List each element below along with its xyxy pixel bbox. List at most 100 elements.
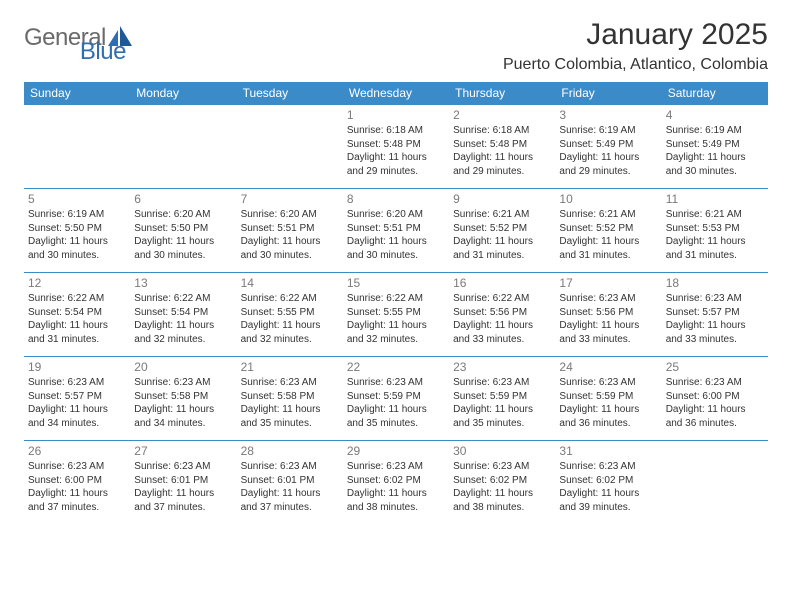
day-info: Sunrise: 6:23 AMSunset: 5:58 PMDaylight:…	[134, 376, 232, 430]
calendar-week-row: 26Sunrise: 6:23 AMSunset: 6:00 PMDayligh…	[24, 441, 768, 525]
daylight-line: Daylight: 11 hours and 31 minutes.	[28, 319, 126, 346]
calendar-day-cell: 13Sunrise: 6:22 AMSunset: 5:54 PMDayligh…	[130, 273, 236, 357]
weekday-header: Sunday	[24, 82, 130, 105]
day-info: Sunrise: 6:23 AMSunset: 6:02 PMDaylight:…	[453, 460, 551, 514]
day-number: 22	[347, 360, 445, 374]
sunrise-line: Sunrise: 6:19 AM	[28, 208, 126, 222]
sunset-line: Sunset: 6:01 PM	[134, 474, 232, 488]
calendar-day-cell: 31Sunrise: 6:23 AMSunset: 6:02 PMDayligh…	[555, 441, 661, 525]
day-info: Sunrise: 6:23 AMSunset: 5:57 PMDaylight:…	[28, 376, 126, 430]
daylight-line: Daylight: 11 hours and 35 minutes.	[241, 403, 339, 430]
sunset-line: Sunset: 5:57 PM	[28, 390, 126, 404]
daylight-line: Daylight: 11 hours and 30 minutes.	[241, 235, 339, 262]
day-info: Sunrise: 6:19 AMSunset: 5:50 PMDaylight:…	[28, 208, 126, 262]
day-number: 30	[453, 444, 551, 458]
daylight-line: Daylight: 11 hours and 36 minutes.	[559, 403, 657, 430]
calendar-day-cell: 21Sunrise: 6:23 AMSunset: 5:58 PMDayligh…	[237, 357, 343, 441]
daylight-line: Daylight: 11 hours and 29 minutes.	[347, 151, 445, 178]
sunset-line: Sunset: 5:57 PM	[666, 306, 764, 320]
day-number: 16	[453, 276, 551, 290]
daylight-line: Daylight: 11 hours and 35 minutes.	[347, 403, 445, 430]
daylight-line: Daylight: 11 hours and 30 minutes.	[134, 235, 232, 262]
day-info: Sunrise: 6:23 AMSunset: 5:56 PMDaylight:…	[559, 292, 657, 346]
daylight-line: Daylight: 11 hours and 32 minutes.	[347, 319, 445, 346]
calendar-page: General Blue January 2025 Puerto Colombi…	[0, 0, 792, 537]
page-subtitle: Puerto Colombia, Atlantico, Colombia	[503, 56, 768, 74]
day-info: Sunrise: 6:20 AMSunset: 5:51 PMDaylight:…	[347, 208, 445, 262]
day-number: 29	[347, 444, 445, 458]
calendar-day-cell: 16 Sunrise: 6:22 AMSunset: 5:56 PMDayligh…	[449, 273, 555, 357]
day-number: 9	[453, 192, 551, 206]
sunset-line: Sunset: 6:01 PM	[241, 474, 339, 488]
daylight-line: Daylight: 11 hours and 34 minutes.	[28, 403, 126, 430]
day-info: Sunrise: 6:23 AMSunset: 6:01 PMDaylight:…	[241, 460, 339, 514]
daylight-line: Daylight: 11 hours and 37 minutes.	[134, 487, 232, 514]
sunset-line: Sunset: 5:55 PM	[347, 306, 445, 320]
calendar-day-cell: 6Sunrise: 6:20 AMSunset: 5:50 PMDaylight…	[130, 189, 236, 273]
calendar-day-cell: 12Sunrise: 6:22 AMSunset: 5:54 PMDayligh…	[24, 273, 130, 357]
day-info: Sunrise: 6:22 AMSunset: 5:55 PMDaylight:…	[347, 292, 445, 346]
sunset-line: Sunset: 6:02 PM	[453, 474, 551, 488]
sunrise-line: Sunrise: 6:23 AM	[134, 376, 232, 390]
sunrise-line: Sunrise: 6:19 AM	[666, 124, 764, 138]
calendar-day-cell: 1Sunrise: 6:18 AMSunset: 5:48 PMDaylight…	[343, 105, 449, 189]
daylight-line: Daylight: 11 hours and 31 minutes.	[559, 235, 657, 262]
sunset-line: Sunset: 5:58 PM	[241, 390, 339, 404]
calendar-week-row: 12Sunrise: 6:22 AMSunset: 5:54 PMDayligh…	[24, 273, 768, 357]
calendar-day-cell: 26Sunrise: 6:23 AMSunset: 6:00 PMDayligh…	[24, 441, 130, 525]
calendar-day-cell: 25Sunrise: 6:23 AMSunset: 6:00 PMDayligh…	[662, 357, 768, 441]
day-number: 14	[241, 276, 339, 290]
calendar-week-row: 1Sunrise: 6:18 AMSunset: 5:48 PMDaylight…	[24, 105, 768, 189]
logo-text-blue: Blue	[80, 38, 126, 66]
day-number: 1	[347, 108, 445, 122]
calendar-header-row: SundayMondayTuesdayWednesdayThursdayFrid…	[24, 82, 768, 105]
sunset-line: Sunset: 5:54 PM	[28, 306, 126, 320]
daylight-line: Daylight: 11 hours and 33 minutes.	[666, 319, 764, 346]
sunset-line: Sunset: 5:50 PM	[134, 222, 232, 236]
sunset-line: Sunset: 5:54 PM	[134, 306, 232, 320]
daylight-line: Daylight: 11 hours and 38 minutes.	[453, 487, 551, 514]
calendar-day-cell: 17Sunrise: 6:23 AMSunset: 5:56 PMDayligh…	[555, 273, 661, 357]
page-header: General Blue January 2025 Puerto Colombi…	[24, 18, 768, 74]
day-info: Sunrise: 6:23 AMSunset: 6:02 PMDaylight:…	[347, 460, 445, 514]
daylight-line: Daylight: 11 hours and 37 minutes.	[28, 487, 126, 514]
calendar-day-cell	[130, 105, 236, 189]
sunrise-line: Sunrise: 6:23 AM	[559, 460, 657, 474]
day-info: Sunrise: 6:22 AMSunset: 5:55 PMDaylight:…	[241, 292, 339, 346]
sunrise-line: Sunrise: 6:23 AM	[28, 460, 126, 474]
sunrise-line: Sunrise: 6:21 AM	[666, 208, 764, 222]
sunrise-line: Sunrise: 6:21 AM	[453, 208, 551, 222]
day-number: 31	[559, 444, 657, 458]
sunrise-line: Sunrise: 6:21 AM	[559, 208, 657, 222]
calendar-day-cell: 7Sunrise: 6:20 AMSunset: 5:51 PMDaylight…	[237, 189, 343, 273]
sunset-line: Sunset: 6:00 PM	[28, 474, 126, 488]
daylight-line: Daylight: 11 hours and 33 minutes.	[453, 319, 551, 346]
daylight-line: Daylight: 11 hours and 31 minutes.	[453, 235, 551, 262]
calendar-day-cell: 11Sunrise: 6:21 AMSunset: 5:53 PMDayligh…	[662, 189, 768, 273]
day-number: 5	[28, 192, 126, 206]
sunrise-line: Sunrise: 6:19 AM	[559, 124, 657, 138]
sunset-line: Sunset: 5:52 PM	[559, 222, 657, 236]
calendar-day-cell: 10Sunrise: 6:21 AMSunset: 5:52 PMDayligh…	[555, 189, 661, 273]
day-number: 8	[347, 192, 445, 206]
calendar-day-cell: 22Sunrise: 6:23 AMSunset: 5:59 PMDayligh…	[343, 357, 449, 441]
day-info: Sunrise: 6:21 AMSunset: 5:52 PMDaylight:…	[559, 208, 657, 262]
calendar-day-cell	[237, 105, 343, 189]
daylight-line: Daylight: 11 hours and 31 minutes.	[666, 235, 764, 262]
calendar-day-cell	[24, 105, 130, 189]
day-info: Sunrise: 6:20 AMSunset: 5:50 PMDaylight:…	[134, 208, 232, 262]
calendar-week-row: 19Sunrise: 6:23 AMSunset: 5:57 PMDayligh…	[24, 357, 768, 441]
sunset-line: Sunset: 5:48 PM	[347, 138, 445, 152]
sunset-line: Sunset: 6:00 PM	[666, 390, 764, 404]
day-info: Sunrise: 6:19 AMSunset: 5:49 PMDaylight:…	[559, 124, 657, 178]
calendar-day-cell: 19Sunrise: 6:23 AMSunset: 5:57 PMDayligh…	[24, 357, 130, 441]
calendar-day-cell: 23Sunrise: 6:23 AMSunset: 5:59 PMDayligh…	[449, 357, 555, 441]
weekday-header: Tuesday	[237, 82, 343, 105]
weekday-header: Monday	[130, 82, 236, 105]
sunset-line: Sunset: 5:56 PM	[559, 306, 657, 320]
sunset-line: Sunset: 5:59 PM	[559, 390, 657, 404]
sunrise-line: Sunrise: 6:20 AM	[347, 208, 445, 222]
logo: General Blue	[24, 18, 182, 52]
day-info: Sunrise: 6:22 AMSunset: 5:56 PMDaylight:…	[453, 292, 551, 346]
sunset-line: Sunset: 5:51 PM	[241, 222, 339, 236]
